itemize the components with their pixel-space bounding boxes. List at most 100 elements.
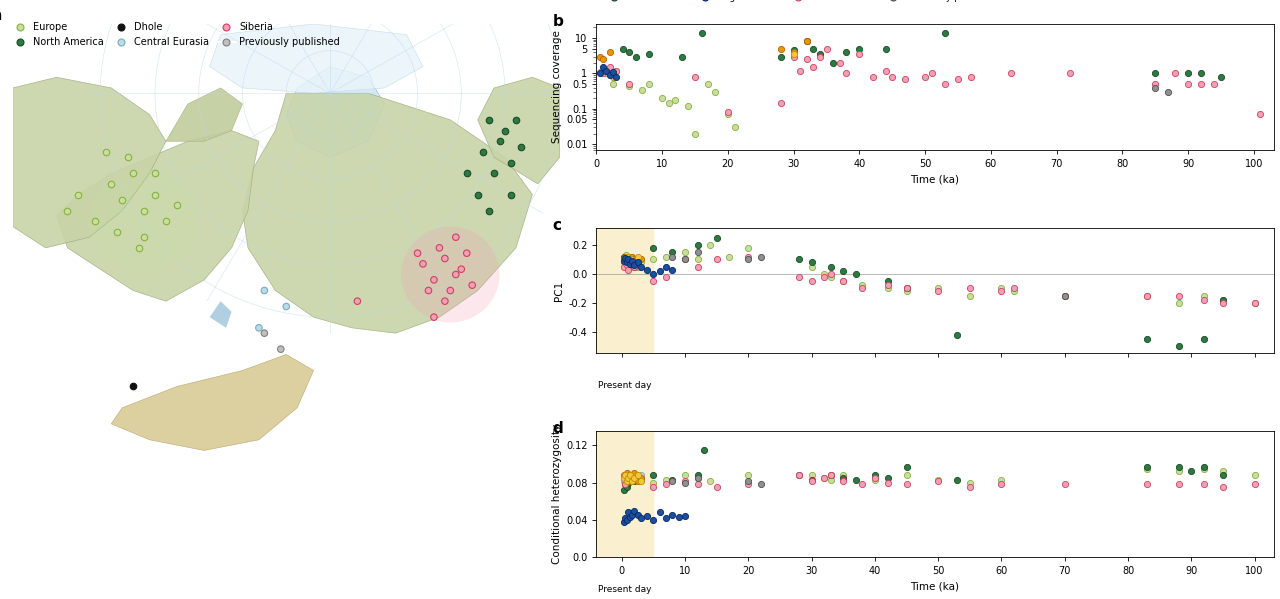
Point	[614, 480, 635, 489]
Point	[1055, 480, 1075, 489]
Point	[820, 272, 841, 282]
Point	[605, 66, 626, 75]
Point	[810, 49, 831, 59]
Point	[719, 252, 740, 261]
Point	[928, 286, 948, 296]
Point	[631, 258, 652, 267]
Point	[613, 255, 634, 264]
Point	[620, 256, 640, 266]
Point	[617, 258, 637, 267]
Point	[484, 168, 504, 178]
Point	[865, 475, 886, 485]
Point	[618, 476, 639, 486]
Point	[662, 475, 682, 485]
Point	[625, 262, 645, 271]
Point	[605, 66, 626, 75]
Point	[631, 475, 652, 485]
Polygon shape	[111, 355, 314, 450]
Point	[123, 168, 143, 178]
Point	[643, 255, 663, 264]
Point	[622, 510, 643, 520]
Point	[934, 28, 955, 38]
Point	[625, 468, 645, 478]
Point	[1194, 295, 1215, 305]
Point	[1137, 464, 1157, 473]
Point	[960, 482, 980, 492]
Point	[614, 470, 635, 480]
Point	[643, 269, 663, 279]
Point	[790, 66, 810, 75]
Point	[134, 232, 155, 242]
Point	[796, 55, 817, 64]
Point	[876, 44, 896, 53]
Point	[593, 55, 613, 64]
Point	[613, 473, 634, 483]
Point	[627, 510, 648, 520]
Point	[1194, 462, 1215, 471]
Point	[620, 256, 640, 266]
Point	[613, 485, 634, 495]
Point	[1194, 464, 1215, 473]
Point	[675, 512, 695, 521]
Point	[801, 258, 822, 267]
Point	[1192, 69, 1212, 78]
Point	[412, 259, 433, 268]
Point	[614, 255, 635, 264]
X-axis label: Time (ka): Time (ka)	[910, 174, 960, 184]
Point	[613, 470, 634, 480]
Point	[687, 470, 708, 480]
Point	[643, 482, 663, 492]
Point	[622, 252, 643, 261]
Point	[1212, 467, 1233, 476]
Point	[123, 382, 143, 391]
Point	[1244, 480, 1265, 489]
Point	[1169, 291, 1189, 300]
Point	[134, 205, 155, 215]
Point	[685, 129, 705, 138]
Point	[631, 262, 652, 271]
Point	[928, 283, 948, 293]
Point	[691, 28, 712, 38]
Point	[620, 79, 640, 89]
Point	[596, 69, 617, 78]
Point	[424, 312, 444, 322]
Point	[836, 69, 856, 78]
Point	[620, 470, 640, 480]
Point	[590, 69, 611, 78]
Point	[896, 462, 916, 471]
Point	[1192, 79, 1212, 89]
Point	[783, 46, 804, 55]
Point	[820, 475, 841, 485]
Point	[739, 243, 759, 253]
Point	[947, 475, 968, 485]
Point	[655, 252, 676, 261]
Point	[915, 72, 936, 81]
Polygon shape	[210, 24, 422, 93]
Point	[145, 168, 165, 178]
Point	[1244, 470, 1265, 480]
Point	[960, 478, 980, 488]
Point	[627, 258, 648, 267]
Point	[617, 482, 637, 492]
Point	[467, 190, 488, 199]
Legend: Europe, North America, M. East/S. Asia, Dog, Central Eurasia, Siberia, East Eura: Europe, North America, M. East/S. Asia, …	[602, 0, 1002, 5]
Point	[613, 252, 634, 261]
Point	[603, 72, 623, 81]
Point	[833, 276, 854, 286]
Point	[991, 283, 1011, 293]
Point	[751, 480, 772, 489]
Point	[718, 107, 739, 117]
Point	[622, 476, 643, 486]
Point	[739, 476, 759, 486]
Point	[687, 473, 708, 483]
Point	[1165, 69, 1185, 78]
Point	[479, 205, 499, 215]
Point	[489, 137, 509, 146]
Point	[614, 253, 635, 263]
Point	[846, 475, 867, 485]
Point	[593, 62, 613, 72]
Point	[625, 473, 645, 483]
Point	[596, 66, 617, 75]
Point	[1181, 467, 1202, 476]
Point	[128, 243, 148, 253]
